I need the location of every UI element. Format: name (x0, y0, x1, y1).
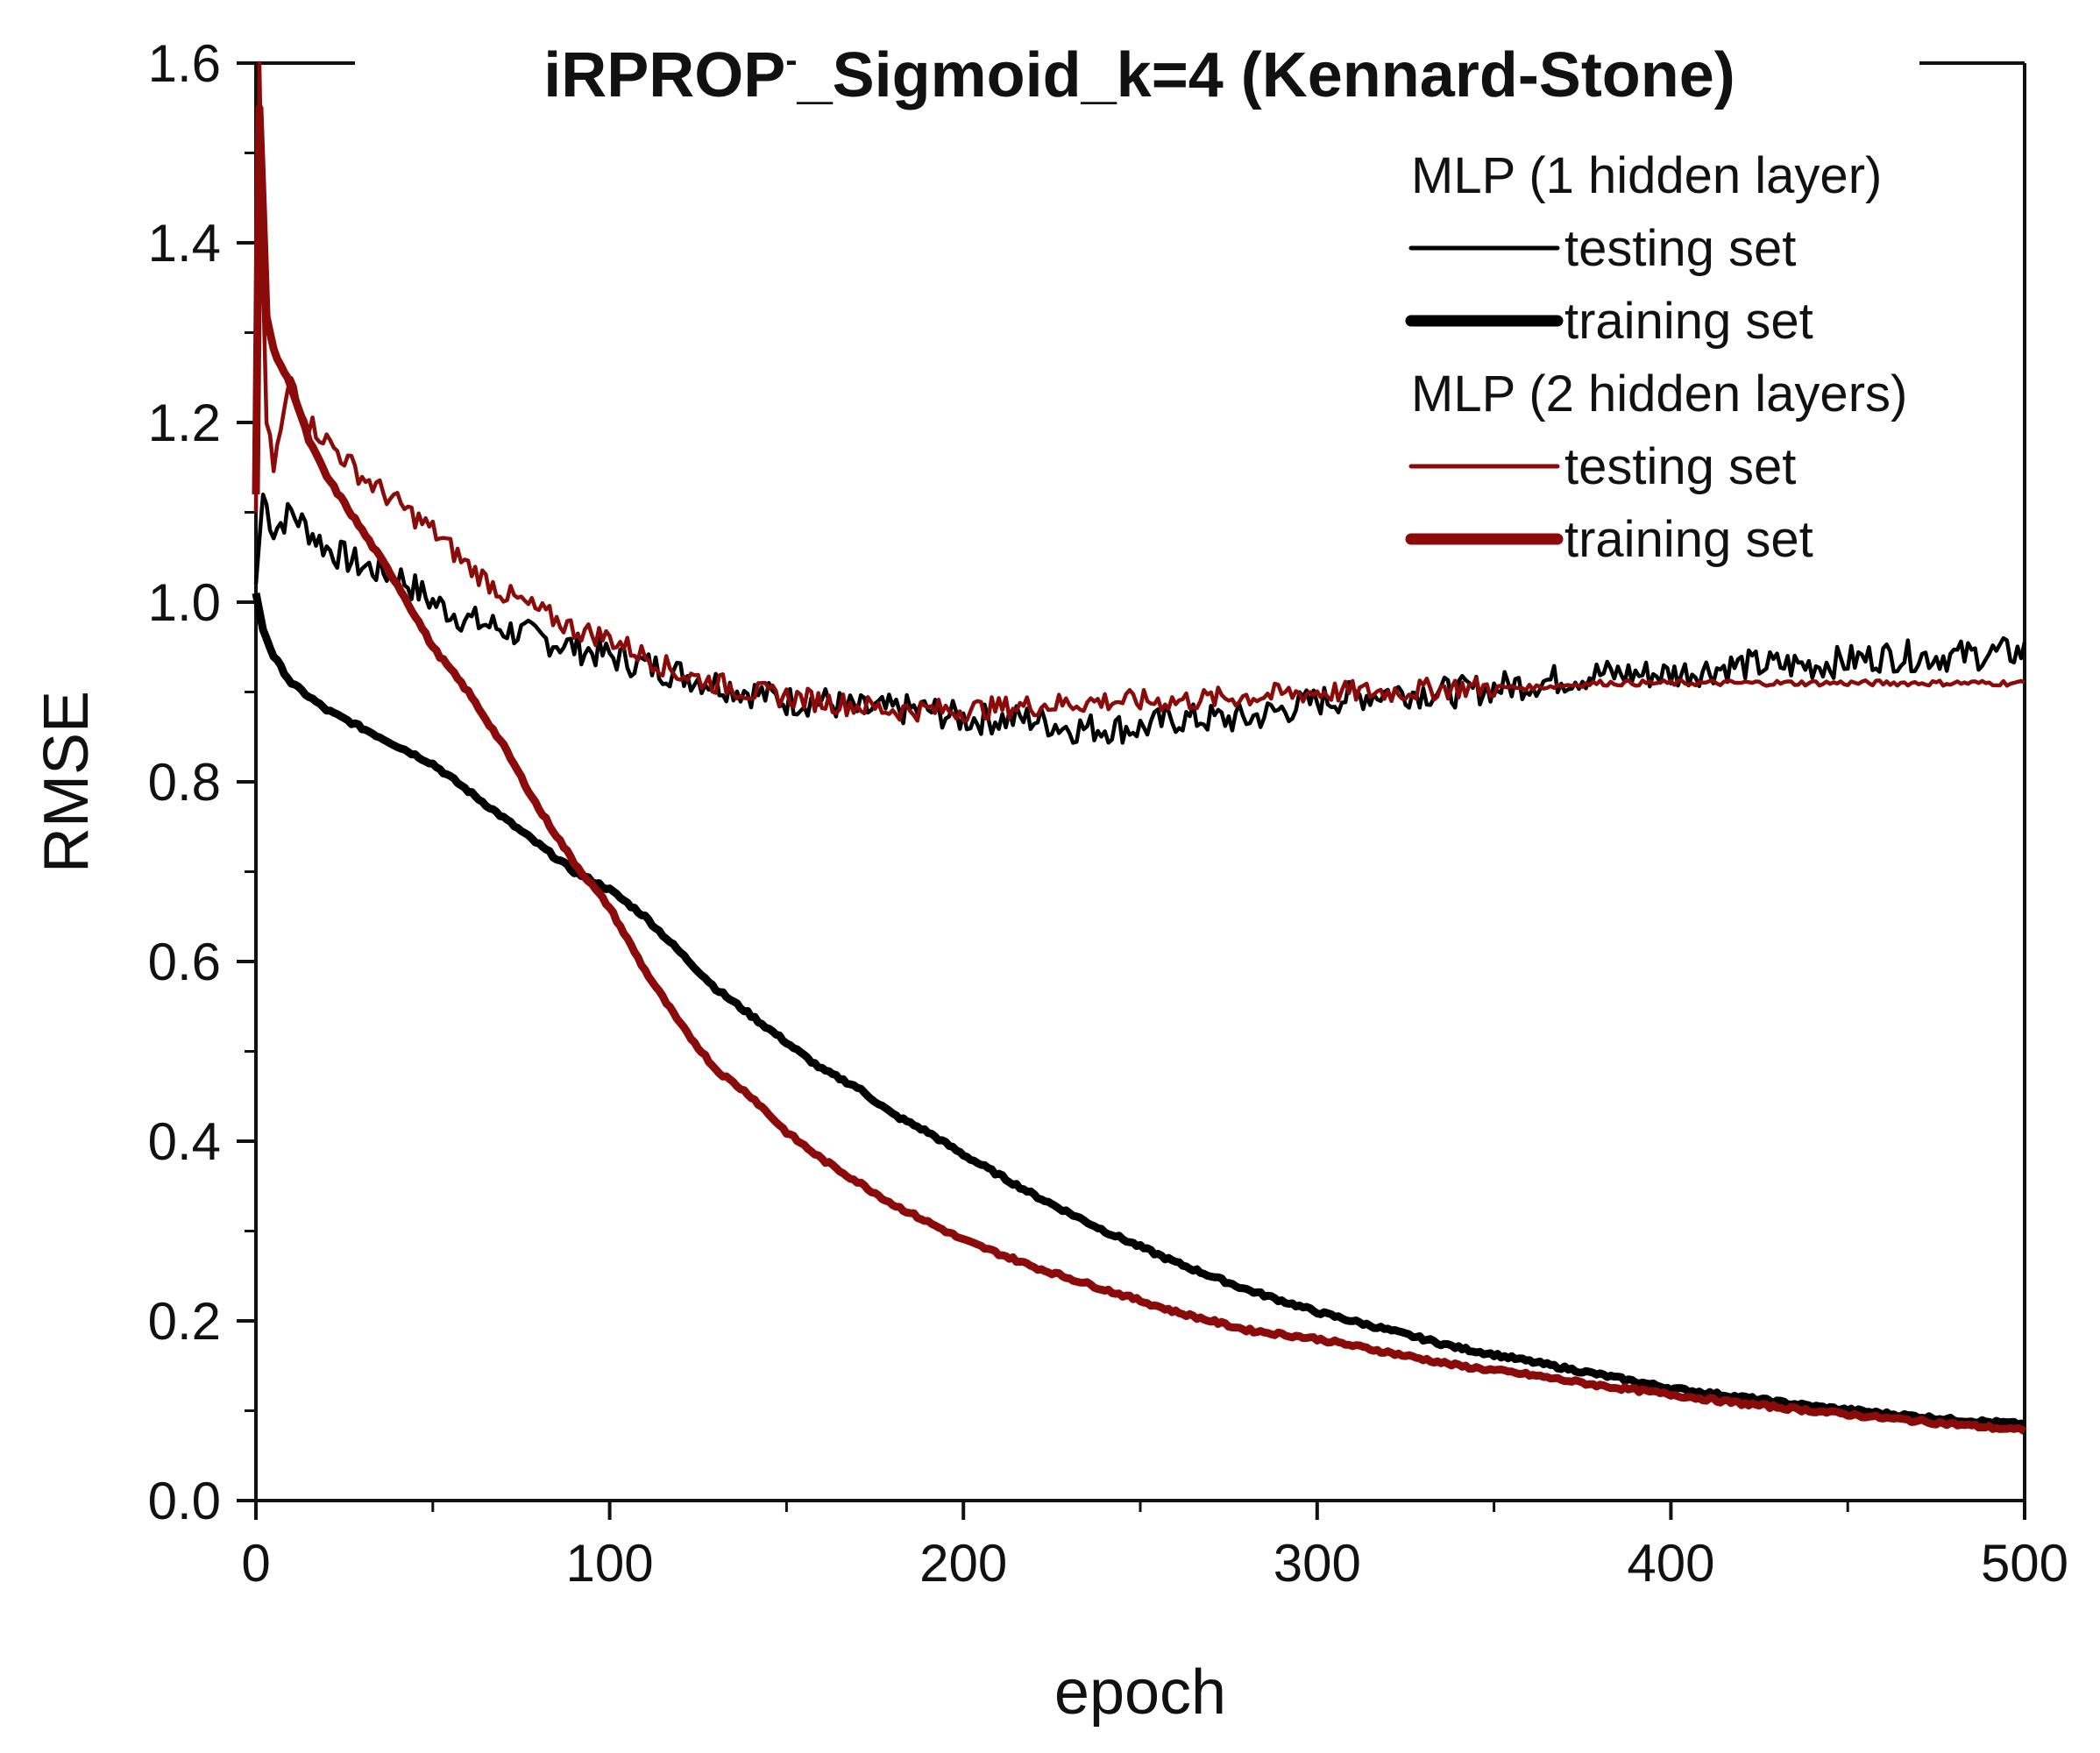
y-tick-label: 0.2 (148, 1292, 221, 1351)
chart-title-superscript: - (785, 41, 797, 80)
legend-entry-1-hidden-training: training set (1564, 293, 1813, 350)
y-tick-label: 1.4 (148, 214, 221, 273)
chart-title: iRPROP-_Sigmoid_k=4 (Kennard-Stone) (543, 40, 1735, 110)
y-tick-label: 0.0 (148, 1472, 221, 1530)
legend: MLP (1 hidden layer) testing set trainin… (1405, 147, 1907, 568)
x-axis-ticks: 0 100 200 300 400 500 (241, 1501, 2068, 1593)
series-line-1 (253, 493, 2027, 745)
x-tick-label: 500 (1981, 1534, 2068, 1593)
series-line-4 (252, 103, 2027, 1435)
series-line-3 (253, 60, 2026, 723)
y-axis-title: RMSE (32, 691, 102, 873)
y-tick-label: 1.6 (148, 34, 221, 93)
chart-title-rest: _Sigmoid_k=4 (Kennard-Stone) (797, 40, 1735, 110)
legend-entry-2-hidden-training: training set (1564, 511, 1813, 568)
legend-entry-2-hidden-testing: testing set (1564, 438, 1796, 495)
x-tick-label: 300 (1273, 1534, 1361, 1593)
y-axis-ticks: 0.0 0.2 0.4 0.6 0.8 1.0 1.2 1.4 1.6 (148, 34, 256, 1530)
legend-group-1-title: MLP (1 hidden layer) (1411, 147, 1882, 204)
x-tick-label: 100 (566, 1534, 654, 1593)
series-lines (252, 60, 2027, 1435)
y-tick-label: 0.8 (148, 753, 221, 812)
legend-group-2-title: MLP (2 hidden layers) (1411, 366, 1907, 422)
x-tick-label: 0 (241, 1534, 270, 1593)
y-tick-label: 1.2 (148, 394, 221, 452)
x-tick-label: 400 (1627, 1534, 1714, 1593)
chart-title-main: iRPROP (543, 40, 785, 110)
y-tick-label: 0.6 (148, 933, 221, 991)
x-tick-label: 200 (919, 1534, 1007, 1593)
y-tick-label: 1.0 (148, 573, 221, 632)
legend-entry-1-hidden-testing: testing set (1564, 220, 1796, 277)
y-tick-label: 0.4 (148, 1112, 221, 1171)
x-axis-title: epoch (1054, 1657, 1226, 1728)
